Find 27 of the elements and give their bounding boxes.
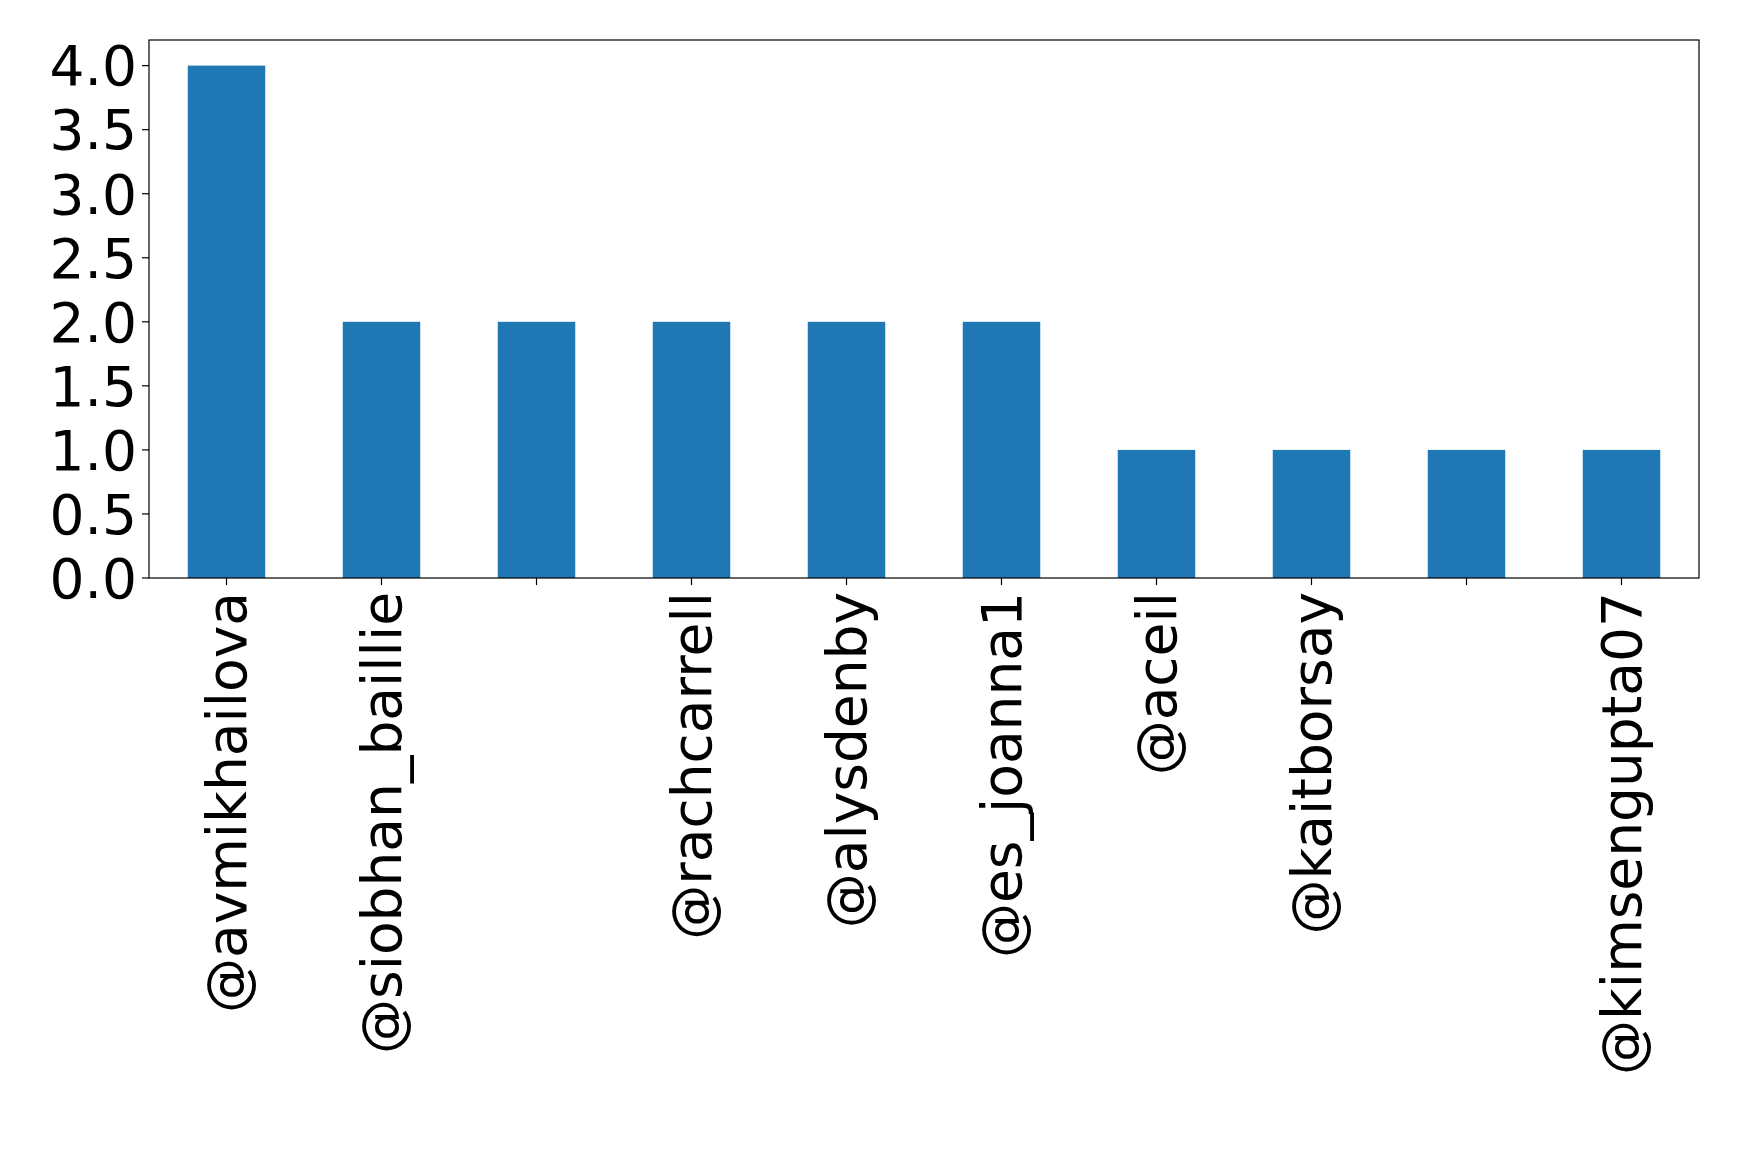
bar bbox=[1272, 449, 1351, 578]
y-tick-label: 4.0 bbox=[49, 34, 137, 99]
bar bbox=[342, 321, 421, 578]
bar bbox=[962, 321, 1041, 578]
bar bbox=[1427, 449, 1506, 578]
bar bbox=[1117, 449, 1196, 578]
x-tick-label: @es_joanna1 bbox=[970, 592, 1035, 959]
y-tick-label: 1.5 bbox=[49, 354, 137, 419]
x-tick-label: @kaitborsay bbox=[1280, 592, 1345, 935]
y-tick-label: 1.0 bbox=[49, 418, 137, 483]
y-tick-label: 0.5 bbox=[49, 482, 137, 547]
y-tick-label: 3.5 bbox=[49, 98, 137, 163]
x-tick-label: @alysdenby bbox=[815, 592, 880, 929]
y-tick-label: 3.0 bbox=[49, 162, 137, 227]
x-tick-label: @aceil bbox=[1125, 592, 1190, 776]
x-tick-label: @siobhan_baillie bbox=[350, 592, 415, 1054]
y-tick-label: 2.0 bbox=[49, 290, 137, 355]
bar bbox=[1582, 449, 1661, 578]
x-tick-label: @kimsengupta07 bbox=[1590, 592, 1655, 1075]
bar bbox=[652, 321, 731, 578]
x-tick-label: @rachcarrell bbox=[660, 592, 725, 940]
y-tick-label: 2.5 bbox=[49, 226, 137, 291]
bar bbox=[807, 321, 886, 578]
bar bbox=[497, 321, 576, 578]
bar bbox=[187, 65, 266, 578]
x-tick-label: @avmikhailova bbox=[195, 592, 260, 1013]
y-tick-label: 0.0 bbox=[49, 546, 137, 611]
